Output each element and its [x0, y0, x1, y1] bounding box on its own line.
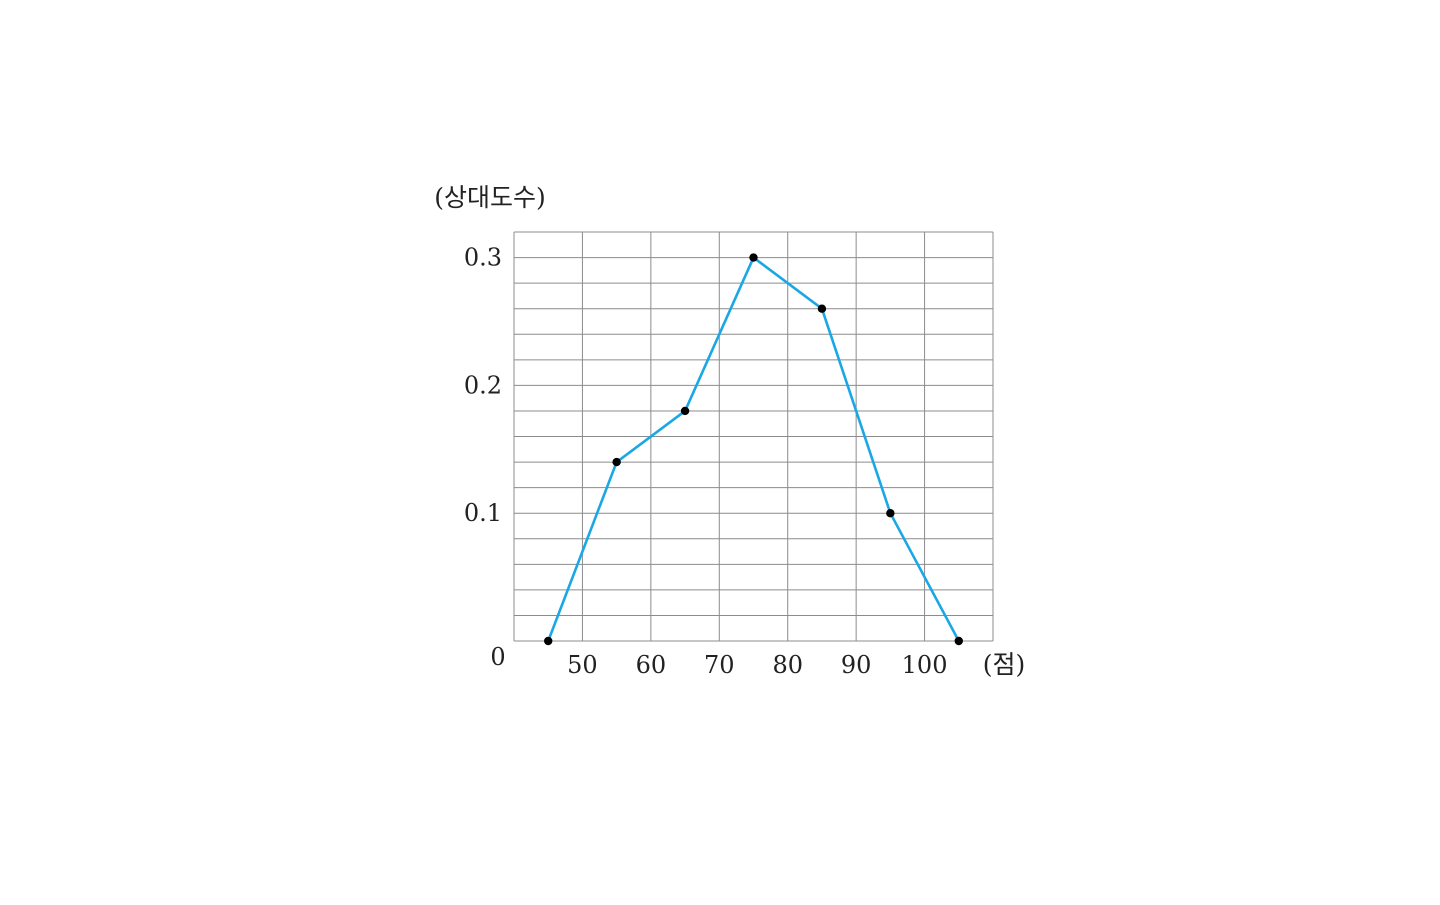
origin-label: 0 [490, 643, 505, 671]
x-tick-label: 100 [902, 651, 948, 679]
data-point [544, 636, 553, 646]
series-line-group [546, 256, 961, 643]
grid [513, 231, 994, 642]
y-tick-label: 0.3 [464, 244, 502, 272]
y-tick-label: 0.2 [464, 371, 502, 399]
x-tick-label: 90 [841, 651, 872, 679]
data-point [749, 253, 758, 262]
x-tick-label: 60 [636, 651, 667, 679]
x-axis-label: (점) [983, 650, 1026, 679]
x-tick-label: 70 [704, 651, 735, 679]
axis-labels: 0.1 0.2 0.3 50 60 70 80 90 100 0 (상대도수) (점) [434, 183, 1025, 679]
y-axis-label: (상대도수) [434, 183, 546, 212]
y-tick-label: 0.1 [464, 499, 502, 527]
data-point [612, 457, 621, 467]
data-point [680, 406, 690, 416]
data-point [817, 304, 827, 313]
x-tick-label: 50 [567, 651, 598, 679]
data-points [544, 253, 963, 646]
data-point [954, 636, 963, 646]
data-point [886, 508, 895, 518]
series-line [546, 256, 961, 643]
x-tick-label: 80 [772, 651, 803, 679]
